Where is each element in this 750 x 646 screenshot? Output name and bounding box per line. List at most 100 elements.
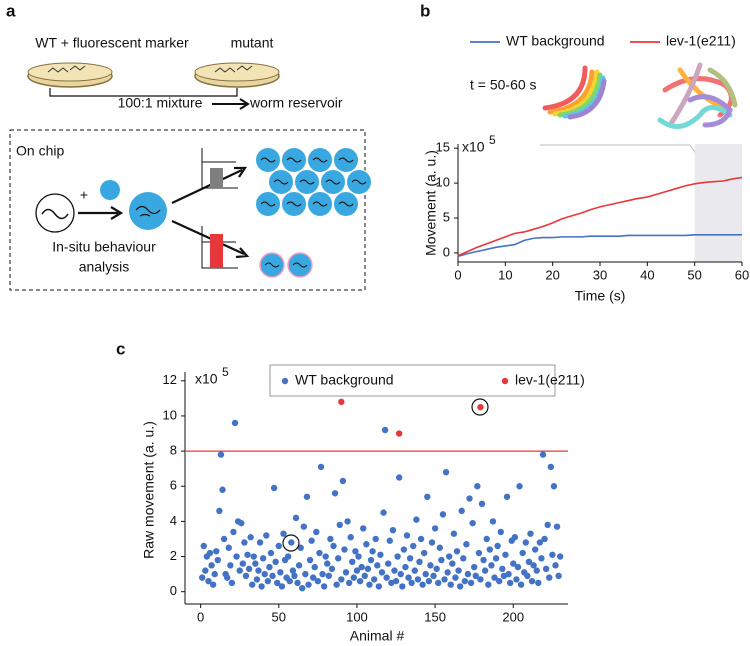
data-point: [517, 581, 525, 588]
y-tick-label: 4: [170, 513, 177, 528]
data-point: [364, 565, 372, 573]
legend-label: lev-1(e211): [666, 33, 736, 49]
data-point: [311, 563, 318, 571]
data-point: [366, 581, 373, 588]
y-tick-label: 10: [163, 407, 177, 422]
data-point: [253, 576, 261, 583]
data-point: [489, 518, 497, 525]
axis-multiplier: x10: [195, 371, 218, 387]
data-point: [225, 544, 232, 551]
data-point: [474, 483, 481, 490]
axis-multiplier: x10: [462, 139, 485, 155]
legend-swatch: [501, 377, 509, 385]
data-point: [339, 477, 347, 485]
data-point: [239, 560, 247, 567]
data-point: [206, 549, 214, 557]
data-point: [453, 548, 461, 555]
worm-tracks: [657, 62, 738, 129]
data-point: [499, 565, 506, 573]
data-point: [361, 572, 368, 580]
worm: [286, 157, 302, 163]
data-point: [533, 567, 540, 574]
data-point: [270, 484, 278, 492]
data-point: [344, 518, 351, 525]
legend-label: lev-1(e211): [515, 372, 585, 388]
worm: [312, 157, 328, 163]
data-point: [306, 556, 314, 564]
data-point: [325, 572, 333, 580]
data-point: [284, 553, 292, 560]
worm: [338, 157, 354, 163]
axis-exponent: 5: [489, 133, 496, 147]
data-point: [363, 541, 370, 548]
x-tick-label: 20: [545, 267, 559, 282]
data-point: [330, 542, 337, 550]
data-point: [519, 549, 526, 557]
data-point: [250, 553, 257, 560]
data-point: [286, 577, 293, 585]
data-point: [447, 581, 454, 588]
data-point: [266, 563, 273, 571]
data-point: [264, 577, 272, 585]
data-point: [522, 539, 529, 546]
x-tick-label: 30: [593, 267, 607, 282]
data-point: [220, 535, 228, 543]
data-point: [400, 546, 408, 553]
data-point: [378, 569, 386, 576]
data-point: [341, 546, 348, 553]
highlight-region: [694, 144, 742, 262]
data-point: [452, 574, 459, 581]
data-point: [555, 572, 562, 580]
data-point: [419, 581, 426, 588]
data-point: [224, 574, 231, 581]
worm-tracks: [542, 65, 607, 120]
reservoir-label: worm reservoir: [249, 95, 343, 111]
data-point: [525, 558, 533, 566]
chip-box: [9, 129, 366, 291]
data-point: [513, 576, 520, 583]
data-point: [372, 535, 379, 543]
data-point: [486, 546, 494, 553]
worm: [260, 201, 276, 207]
strain-label: WT + fluorescent marker: [35, 35, 189, 51]
worm: [325, 179, 341, 185]
strain-label: mutant: [231, 35, 274, 51]
data-point: [333, 581, 340, 588]
data-point: [506, 579, 514, 587]
data-point: [211, 570, 218, 578]
data-point: [410, 542, 417, 550]
x-axis-label: Animal #: [350, 628, 405, 644]
data-point: [430, 572, 437, 580]
data-point: [530, 562, 537, 569]
data-point: [403, 532, 411, 539]
data-point: [356, 577, 364, 585]
arrow: [212, 98, 250, 110]
data-point: [399, 583, 406, 590]
data-point: [395, 430, 403, 437]
data-point: [524, 572, 531, 580]
data-point: [414, 576, 422, 583]
data-line: [457, 176, 743, 257]
data-point: [202, 567, 209, 574]
data-point: [295, 562, 303, 569]
data-point: [374, 562, 381, 569]
data-point: [353, 567, 361, 574]
y-axis-label: Raw movement (a. u.): [141, 421, 157, 559]
data-point: [360, 525, 367, 532]
y-tick-label: 12: [163, 372, 177, 387]
data-point: [458, 507, 465, 515]
bracket: [49, 88, 238, 97]
data-point: [275, 542, 282, 550]
data-point: [425, 577, 433, 585]
data-point: [552, 562, 559, 569]
data-point: [380, 509, 387, 516]
worm-icon: [35, 193, 75, 233]
data-point: [531, 546, 539, 553]
data-point: [494, 542, 501, 550]
data-point: [300, 523, 308, 530]
data-point: [249, 581, 256, 588]
data-point: [514, 563, 522, 571]
data-point: [477, 576, 484, 583]
worm: [312, 201, 328, 207]
